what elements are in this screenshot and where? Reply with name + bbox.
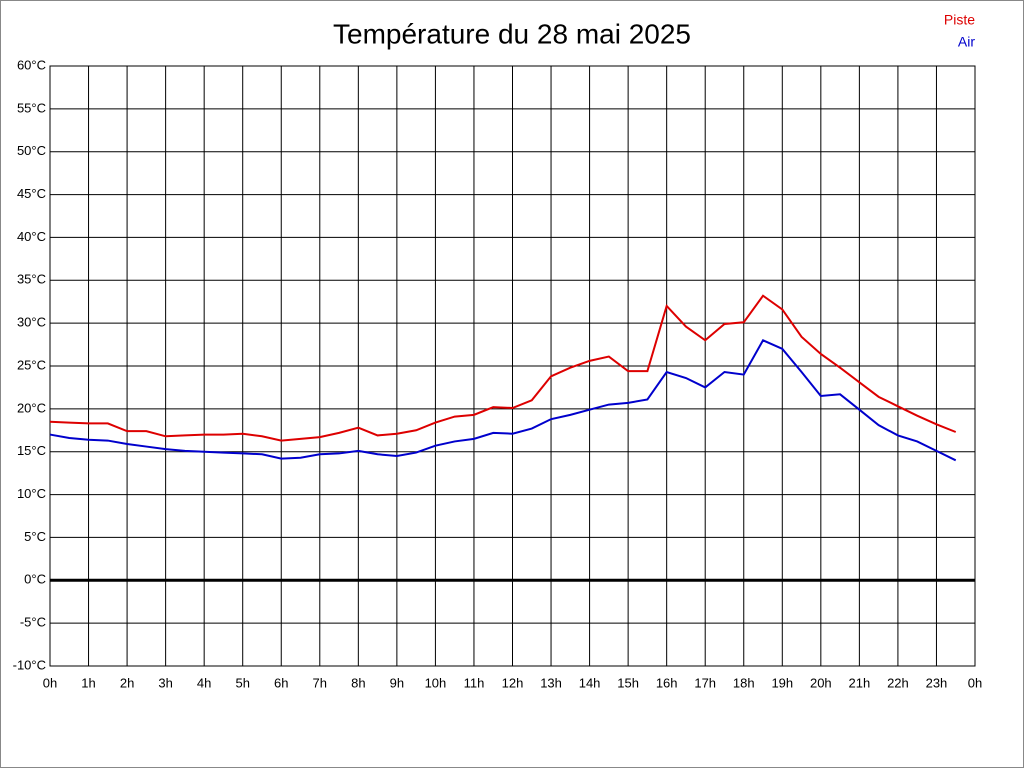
x-tick-label: 0h <box>43 675 57 690</box>
x-tick-label: 4h <box>197 675 211 690</box>
x-tick-label: 12h <box>502 675 524 690</box>
y-tick-label: 35°C <box>17 272 46 287</box>
x-tick-label: 20h <box>810 675 832 690</box>
x-tick-label: 5h <box>235 675 249 690</box>
y-tick-label: 25°C <box>17 357 46 372</box>
y-tick-label: 30°C <box>17 315 46 330</box>
x-tick-label: 13h <box>540 675 562 690</box>
x-tick-label: 6h <box>274 675 288 690</box>
y-tick-label: 60°C <box>17 57 46 72</box>
x-tick-label: 9h <box>390 675 404 690</box>
y-tick-label: -10°C <box>13 657 46 672</box>
chart-title: Température du 28 mai 2025 <box>333 18 691 49</box>
series-line <box>49 294 957 442</box>
x-tick-label: 18h <box>733 675 755 690</box>
x-tick-label: 22h <box>887 675 909 690</box>
x-tick-label: 11h <box>464 675 485 690</box>
y-tick-label: 5°C <box>24 529 46 544</box>
y-tick-label: 50°C <box>17 143 46 158</box>
x-tick-label: 10h <box>425 675 447 690</box>
y-tick-label: 10°C <box>17 486 46 501</box>
x-tick-label: 21h <box>849 675 871 690</box>
x-tick-label: 0h <box>968 675 982 690</box>
y-tick-label: 55°C <box>17 100 46 115</box>
y-tick-label: 40°C <box>17 229 46 244</box>
x-tick-label: 23h <box>926 675 948 690</box>
x-tick-label: 15h <box>617 675 639 690</box>
x-tick-label: 8h <box>351 675 365 690</box>
y-tick-label: 20°C <box>17 400 46 415</box>
y-tick-label: -5°C <box>20 615 46 630</box>
series-line <box>49 339 957 462</box>
x-tick-label: 19h <box>771 675 793 690</box>
x-tick-label: 2h <box>120 675 134 690</box>
x-tick-label: 17h <box>694 675 716 690</box>
legend-label: Piste <box>944 12 975 28</box>
x-tick-label: 16h <box>656 675 678 690</box>
y-tick-label: 45°C <box>17 186 46 201</box>
legend-label: Air <box>958 34 975 50</box>
x-tick-label: 1h <box>81 675 95 690</box>
y-tick-label: 15°C <box>17 443 46 458</box>
y-tick-label: 0°C <box>24 572 46 587</box>
x-tick-label: 14h <box>579 675 601 690</box>
x-tick-label: 7h <box>313 675 327 690</box>
x-tick-label: 3h <box>158 675 172 690</box>
